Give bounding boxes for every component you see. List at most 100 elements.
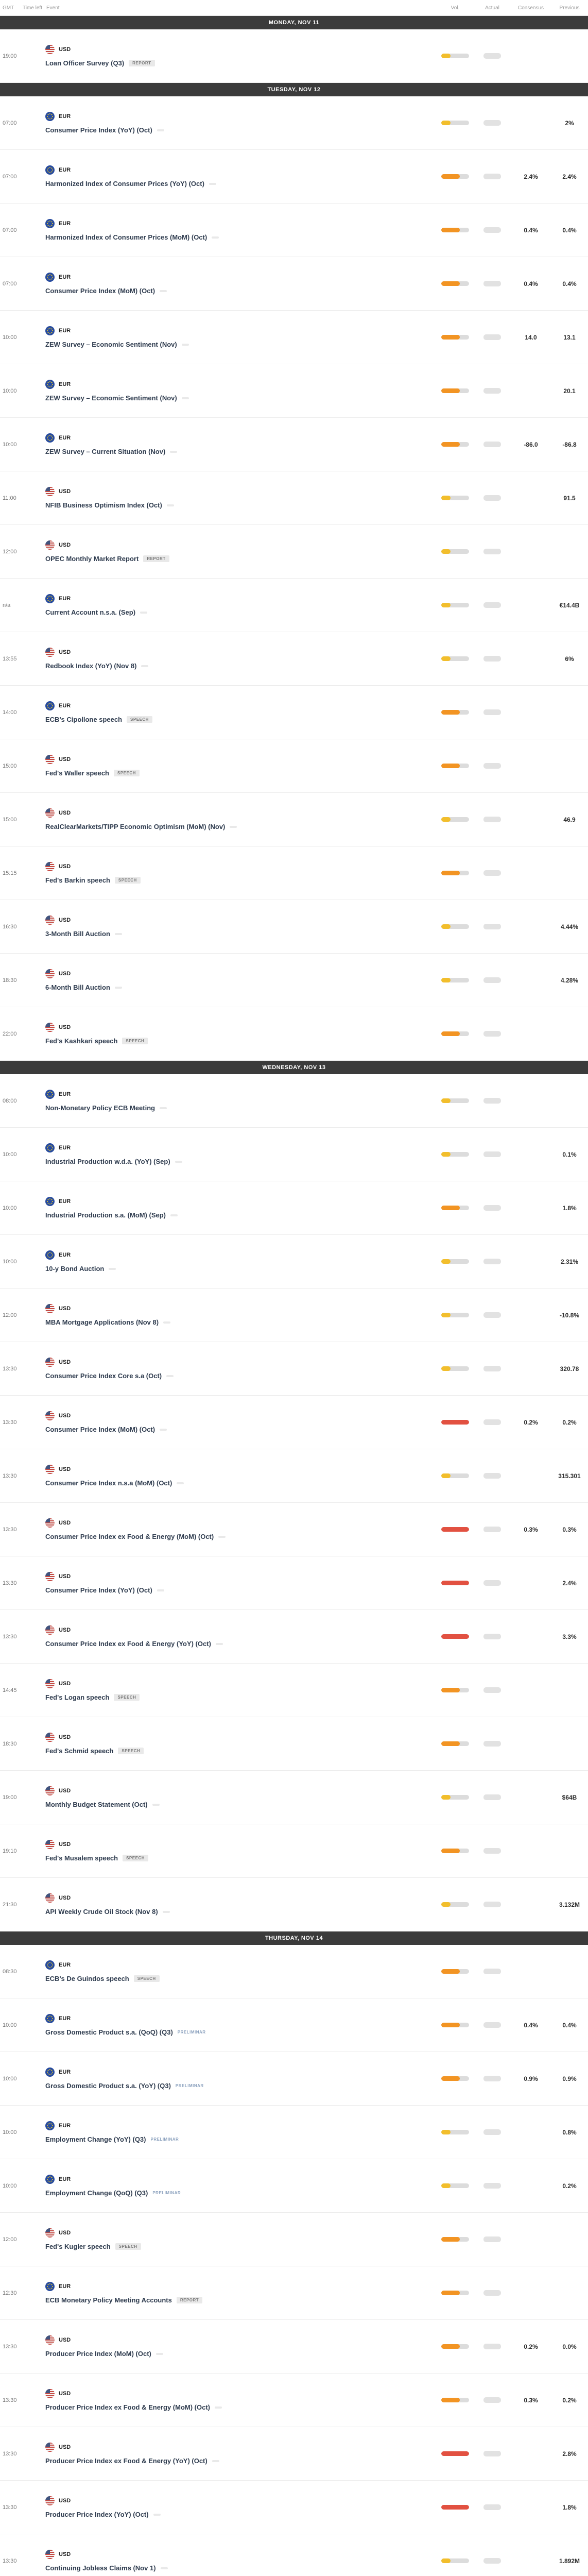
volatility-bar [441, 1581, 469, 1585]
event-row[interactable]: 13:30 USD Producer Price Index ex Food &… [0, 2427, 588, 2481]
event-name[interactable]: Employment Change (YoY) (Q3) [45, 2136, 146, 2143]
event-name[interactable]: Harmonized Index of Consumer Prices (MoM… [45, 233, 207, 241]
event-row[interactable]: 10:00 EUR ZEW Survey – Economic Sentimen… [0, 364, 588, 418]
event-row[interactable]: 10:00 EUR Employment Change (YoY) (Q3) P… [0, 2106, 588, 2159]
event-name[interactable]: 10-y Bond Auction [45, 1265, 105, 1273]
event-name[interactable]: Consumer Price Index (MoM) (Oct) [45, 1426, 155, 1433]
event-row[interactable]: 14:00 EUR ECB's Cipollone speech SPEECH [0, 686, 588, 739]
event-row[interactable]: 10:00 EUR 10-y Bond Auction 2.31% [0, 1235, 588, 1289]
event-name[interactable]: Fed's Barkin speech [45, 876, 110, 884]
event-row[interactable]: 10:00 EUR Gross Domestic Product s.a. (Q… [0, 1998, 588, 2052]
event-name[interactable]: Consumer Price Index Core s.a (Oct) [45, 1372, 162, 1380]
event-badge: PRELIMINAR [152, 2191, 181, 2195]
event-name[interactable]: Monthly Budget Statement (Oct) [45, 1801, 148, 1808]
event-row[interactable]: 10:00 EUR Employment Change (QoQ) (Q3) P… [0, 2159, 588, 2213]
event-row[interactable]: 08:00 EUR Non-Monetary Policy ECB Meetin… [0, 1074, 588, 1128]
event-row[interactable]: 12:00 USD Fed's Kugler speech SPEECH [0, 2213, 588, 2266]
event-name[interactable]: NFIB Business Optimism Index (Oct) [45, 501, 162, 509]
event-time: 10:00 [3, 1258, 17, 1265]
event-row[interactable]: 13:55 USD Redbook Index (YoY) (Nov 8) 6% [0, 632, 588, 686]
event-name[interactable]: ZEW Survey – Economic Sentiment (Nov) [45, 341, 177, 348]
event-name[interactable]: ZEW Survey – Current Situation (Nov) [45, 448, 166, 455]
event-row[interactable]: 15:00 USD RealClearMarkets/TIPP Economic… [0, 793, 588, 846]
event-name[interactable]: Consumer Price Index (MoM) (Oct) [45, 287, 155, 295]
event-row[interactable]: 14:45 USD Fed's Logan speech SPEECH [0, 1664, 588, 1717]
event-name[interactable]: ZEW Survey – Economic Sentiment (Nov) [45, 394, 177, 402]
event-row[interactable]: 15:15 USD Fed's Barkin speech SPEECH [0, 846, 588, 900]
event-name[interactable]: API Weekly Crude Oil Stock (Nov 8) [45, 1908, 158, 1916]
event-name[interactable]: Non-Monetary Policy ECB Meeting [45, 1104, 155, 1112]
event-name[interactable]: Consumer Price Index ex Food & Energy (M… [45, 1533, 214, 1540]
event-name[interactable]: 3-Month Bill Auction [45, 930, 110, 938]
event-row[interactable]: 18:30 USD Fed's Schmid speech SPEECH [0, 1717, 588, 1771]
event-name[interactable]: Fed's Logan speech [45, 1693, 110, 1701]
event-name[interactable]: Consumer Price Index ex Food & Energy (Y… [45, 1640, 211, 1648]
event-name[interactable]: Redbook Index (YoY) (Nov 8) [45, 662, 137, 670]
event-name[interactable]: ECB Monetary Policy Meeting Accounts [45, 2296, 172, 2304]
event-row[interactable]: 13:30 USD Consumer Price Index ex Food &… [0, 1503, 588, 1556]
event-row[interactable]: 07:00 EUR Harmonized Index of Consumer P… [0, 204, 588, 257]
actual-value [474, 817, 511, 822]
event-row[interactable]: 18:30 USD 6-Month Bill Auction 4.28% [0, 954, 588, 1007]
event-name[interactable]: Consumer Price Index n.s.a (MoM) (Oct) [45, 1479, 172, 1487]
event-name[interactable]: Producer Price Index (YoY) (Oct) [45, 2511, 149, 2518]
event-row[interactable]: 16:30 USD 3-Month Bill Auction 4.44% [0, 900, 588, 954]
event-name[interactable]: Fed's Kashkari speech [45, 1037, 118, 1045]
event-row[interactable]: 10:00 EUR Industrial Production s.a. (Mo… [0, 1181, 588, 1235]
event-name[interactable]: Fed's Schmid speech [45, 1747, 114, 1755]
event-row[interactable]: 21:30 USD API Weekly Crude Oil Stock (No… [0, 1878, 588, 1931]
event-row[interactable]: 07:00 EUR Consumer Price Index (YoY) (Oc… [0, 96, 588, 150]
event-row[interactable]: 15:00 USD Fed's Waller speech SPEECH [0, 739, 588, 793]
event-name[interactable]: ECB's De Guindos speech [45, 1975, 129, 1982]
event-row[interactable]: 13:30 USD Consumer Price Index n.s.a (Mo… [0, 1449, 588, 1503]
event-name[interactable]: Employment Change (QoQ) (Q3) [45, 2189, 148, 2197]
event-name[interactable]: Gross Domestic Product s.a. (QoQ) (Q3) [45, 2028, 173, 2036]
event-name[interactable]: MBA Mortgage Applications (Nov 8) [45, 1318, 159, 1326]
event-name[interactable]: Producer Price Index ex Food & Energy (Y… [45, 2457, 207, 2465]
event-row[interactable]: 11:00 USD NFIB Business Optimism Index (… [0, 471, 588, 525]
event-row[interactable]: n/a EUR Current Account n.s.a. (Sep) €14… [0, 579, 588, 632]
event-name[interactable]: Industrial Production w.d.a. (YoY) (Sep) [45, 1158, 170, 1165]
event-row[interactable]: 07:00 EUR Consumer Price Index (MoM) (Oc… [0, 257, 588, 311]
event-row[interactable]: 12:00 USD OPEC Monthly Market Report REP… [0, 525, 588, 579]
event-name[interactable]: Fed's Kugler speech [45, 2243, 111, 2250]
event-name[interactable]: Producer Price Index (MoM) (Oct) [45, 2350, 151, 2358]
event-name[interactable]: Industrial Production s.a. (MoM) (Sep) [45, 1211, 166, 1219]
event-row[interactable]: 13:30 USD Producer Price Index (YoY) (Oc… [0, 2481, 588, 2534]
event-row[interactable]: 12:00 USD MBA Mortgage Applications (Nov… [0, 1289, 588, 1342]
event-row[interactable]: 13:30 USD Consumer Price Index (YoY) (Oc… [0, 1556, 588, 1610]
event-name[interactable]: Producer Price Index ex Food & Energy (M… [45, 2403, 210, 2411]
event-row[interactable]: 13:30 USD Consumer Price Index Core s.a … [0, 1342, 588, 1396]
event-name[interactable]: RealClearMarkets/TIPP Economic Optimism … [45, 823, 226, 831]
event-row[interactable]: 12:30 EUR ECB Monetary Policy Meeting Ac… [0, 2266, 588, 2320]
event-row[interactable]: 13:30 USD Continuing Jobless Claims (Nov… [0, 2534, 588, 2576]
event-name[interactable]: Consumer Price Index (YoY) (Oct) [45, 1586, 152, 1594]
event-row[interactable]: 19:00 USD Loan Officer Survey (Q3) REPOR… [0, 29, 588, 83]
event-name[interactable]: Fed's Waller speech [45, 769, 109, 777]
event-name[interactable]: Loan Officer Survey (Q3) [45, 59, 125, 67]
event-name[interactable]: Harmonized Index of Consumer Prices (YoY… [45, 180, 204, 188]
event-name-line: ZEW Survey – Economic Sentiment (Nov) [45, 341, 437, 348]
event-row[interactable]: 13:30 USD Producer Price Index (MoM) (Oc… [0, 2320, 588, 2374]
consensus-value: 14.0 [525, 333, 537, 341]
event-name[interactable]: Current Account n.s.a. (Sep) [45, 608, 136, 616]
event-name[interactable]: 6-Month Bill Auction [45, 984, 110, 991]
event-row[interactable]: 07:00 EUR Harmonized Index of Consumer P… [0, 150, 588, 204]
event-name[interactable]: Consumer Price Index (YoY) (Oct) [45, 126, 152, 134]
event-name[interactable]: OPEC Monthly Market Report [45, 555, 139, 563]
event-name[interactable]: Continuing Jobless Claims (Nov 1) [45, 2564, 156, 2572]
event-row[interactable]: 10:00 EUR Gross Domestic Product s.a. (Y… [0, 2052, 588, 2106]
event-name[interactable]: Fed's Musalem speech [45, 1854, 118, 1862]
event-row[interactable]: 22:00 USD Fed's Kashkari speech SPEECH [0, 1007, 588, 1061]
event-row[interactable]: 13:30 USD Consumer Price Index (MoM) (Oc… [0, 1396, 588, 1449]
event-row[interactable]: 19:00 USD Monthly Budget Statement (Oct)… [0, 1771, 588, 1824]
event-name[interactable]: Gross Domestic Product s.a. (YoY) (Q3) [45, 2082, 171, 2090]
event-row[interactable]: 13:30 USD Consumer Price Index ex Food &… [0, 1610, 588, 1664]
event-row[interactable]: 10:00 EUR ZEW Survey – Current Situation… [0, 418, 588, 471]
event-row[interactable]: 13:30 USD Producer Price Index ex Food &… [0, 2374, 588, 2427]
event-row[interactable]: 10:00 EUR Industrial Production w.d.a. (… [0, 1128, 588, 1181]
event-row[interactable]: 19:10 USD Fed's Musalem speech SPEECH [0, 1824, 588, 1878]
event-row[interactable]: 08:30 EUR ECB's De Guindos speech SPEECH [0, 1945, 588, 1998]
event-name[interactable]: ECB's Cipollone speech [45, 716, 123, 723]
event-row[interactable]: 10:00 EUR ZEW Survey – Economic Sentimen… [0, 311, 588, 364]
